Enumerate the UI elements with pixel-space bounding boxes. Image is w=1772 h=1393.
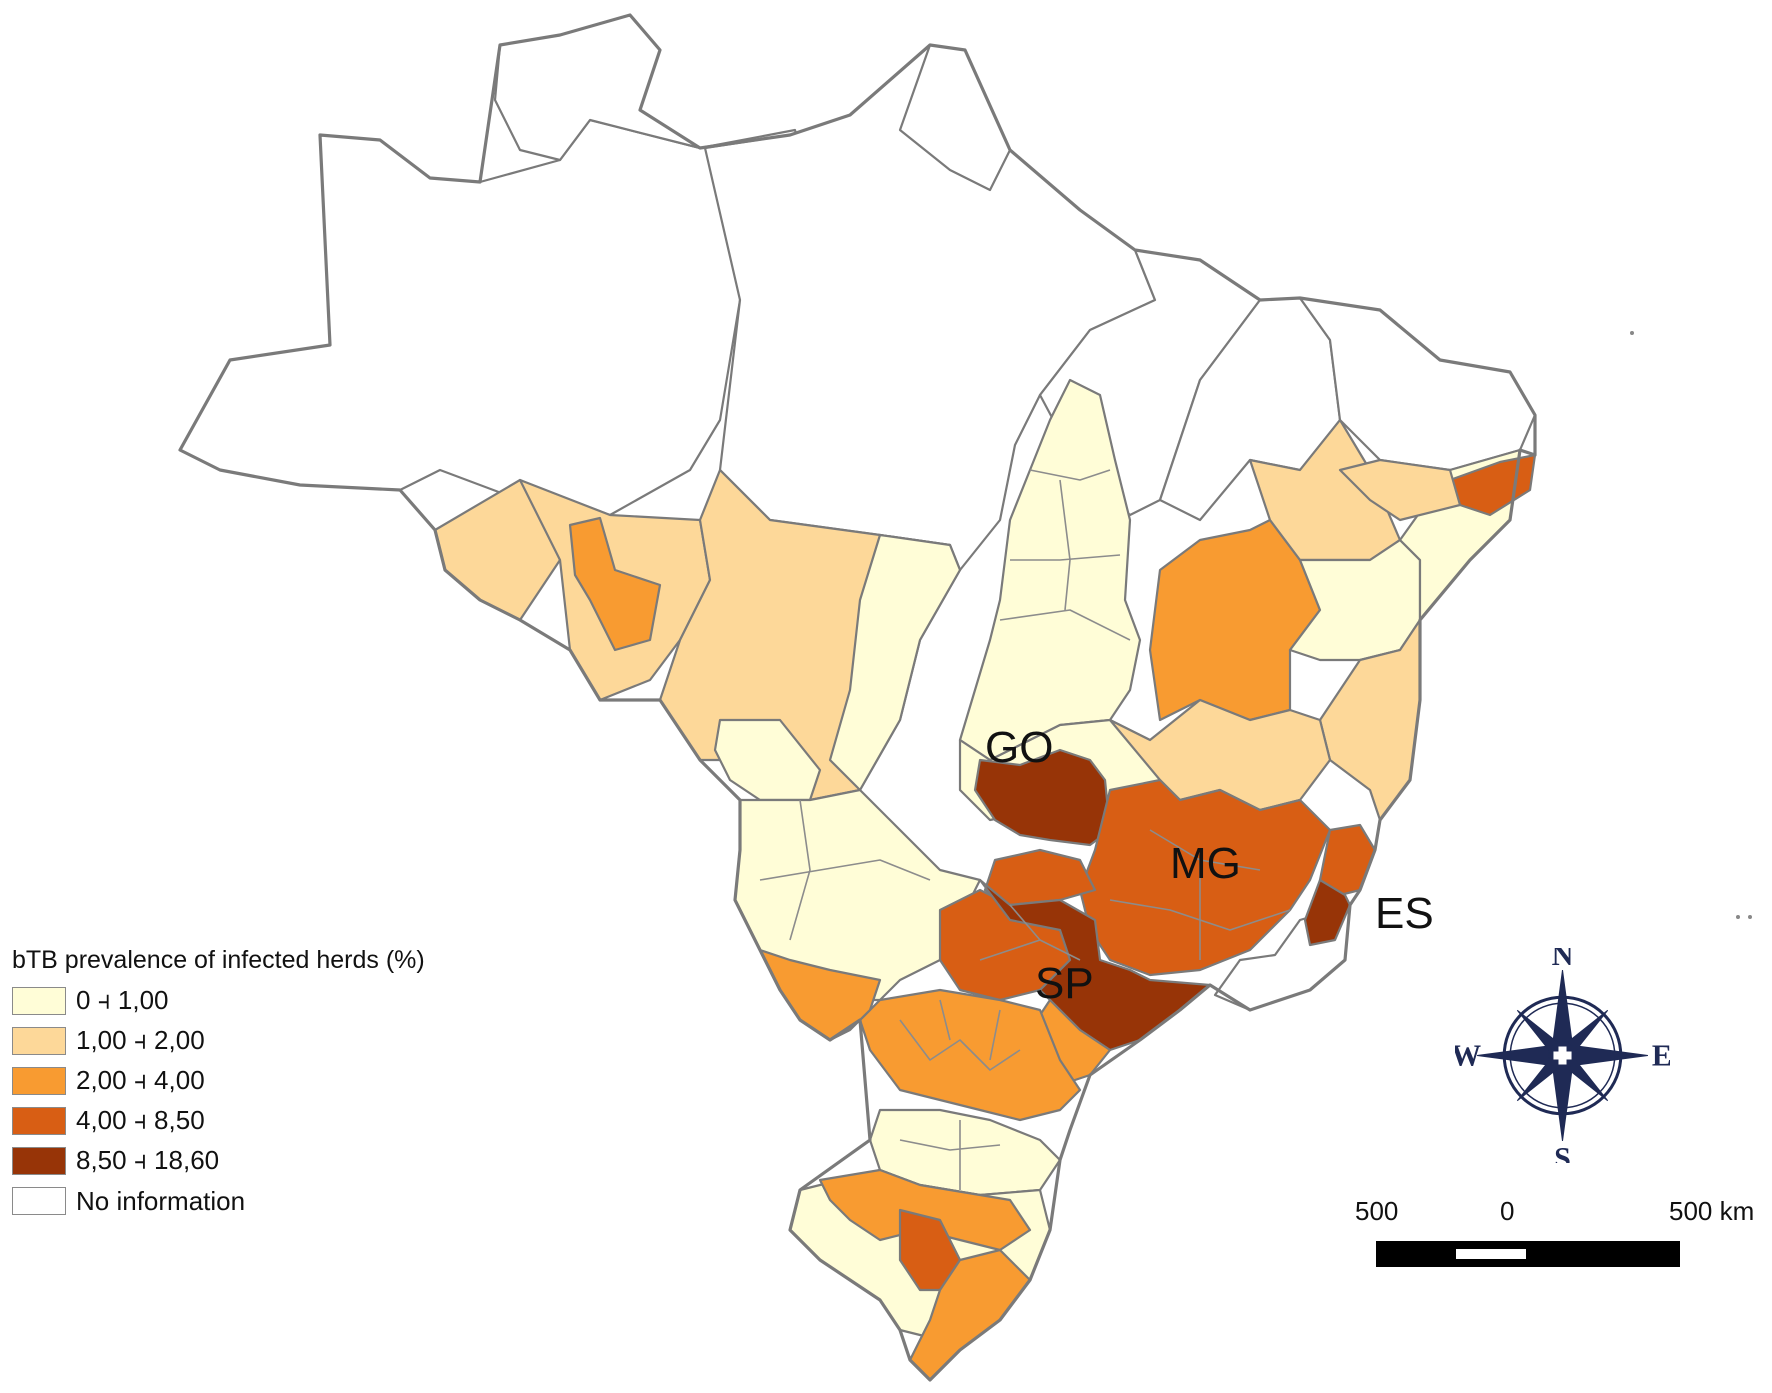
legend-title: bTB prevalence of infected herds (%): [12, 946, 425, 974]
island-dot: [1630, 331, 1634, 335]
region-rondonia-hotspot: [568, 516, 662, 652]
legend-swatch: [12, 987, 66, 1015]
label-es: ES: [1375, 889, 1434, 938]
legend-item: 2,00 ⫞ 4,00: [12, 1061, 425, 1101]
legend-label: No information: [76, 1185, 246, 1216]
island-dot: [1748, 915, 1752, 919]
mg-subdivision: [1109, 829, 1291, 960]
compass-w: W: [1455, 1039, 1481, 1073]
label-mg: MG: [1170, 839, 1241, 888]
legend-label: 8,50 ⫞ 18,60: [76, 1145, 220, 1175]
parana-subdivision: [899, 999, 1021, 1071]
legend-item: No information: [12, 1181, 425, 1221]
legend-swatch: [12, 1067, 66, 1095]
compass-rose-icon: N S E W: [1455, 948, 1670, 1163]
scale-center-label: 0: [1500, 1196, 1515, 1226]
scale-bar-graphic: [1376, 1241, 1680, 1267]
legend-label: 1,00 ⫞ 2,00: [76, 1025, 205, 1055]
legend-item: 4,00 ⫞ 8,50: [12, 1101, 425, 1141]
legend-item: 0 ⫞ 1,00: [12, 981, 425, 1021]
legend-swatch: [12, 1107, 66, 1135]
legend-swatch: [12, 1147, 66, 1175]
region-espirito-santo: [1303, 878, 1352, 947]
legend-item: 1,00 ⫞ 2,00: [12, 1021, 425, 1061]
legend-items: 0 ⫞ 1,00 1,00 ⫞ 2,00 2,00 ⫞ 4,00 4,00 ⫞ 8,5…: [12, 981, 425, 1221]
region-pernambuco: [1338, 458, 1462, 522]
legend-item: 8,50 ⫞ 18,60: [12, 1141, 425, 1181]
legend-label: 2,00 ⫞ 4,00: [76, 1065, 205, 1095]
scale-right-label: 500 km: [1669, 1196, 1755, 1226]
sc-subdivision: [899, 1120, 1001, 1190]
compass-n: N: [1552, 948, 1574, 972]
label-sp: SP: [1035, 959, 1094, 1008]
legend-swatch: [12, 1027, 66, 1055]
label-go: GO: [985, 723, 1053, 772]
tocantins-subdivision: [999, 469, 1131, 641]
compass-s: S: [1554, 1141, 1571, 1163]
region-mato-grosso-east: [828, 533, 962, 792]
legend-swatch: [12, 1187, 66, 1215]
country-outline: [178, 13, 1537, 1382]
ms-subdivision: [759, 799, 931, 941]
scale-left-label: 500: [1355, 1196, 1399, 1226]
island-dot: [1736, 915, 1740, 919]
compass-e: E: [1652, 1039, 1670, 1073]
scale-bar: 500 0 500 km: [1355, 1196, 1755, 1276]
legend-label: 4,00 ⫞ 8,50: [76, 1105, 205, 1135]
legend: bTB prevalence of infected herds (%) 0 ⫞…: [12, 946, 425, 1221]
region-parana: [858, 988, 1082, 1122]
legend-label: 0 ⫞ 1,00: [76, 985, 169, 1015]
sp-subdivision: [979, 904, 1081, 961]
